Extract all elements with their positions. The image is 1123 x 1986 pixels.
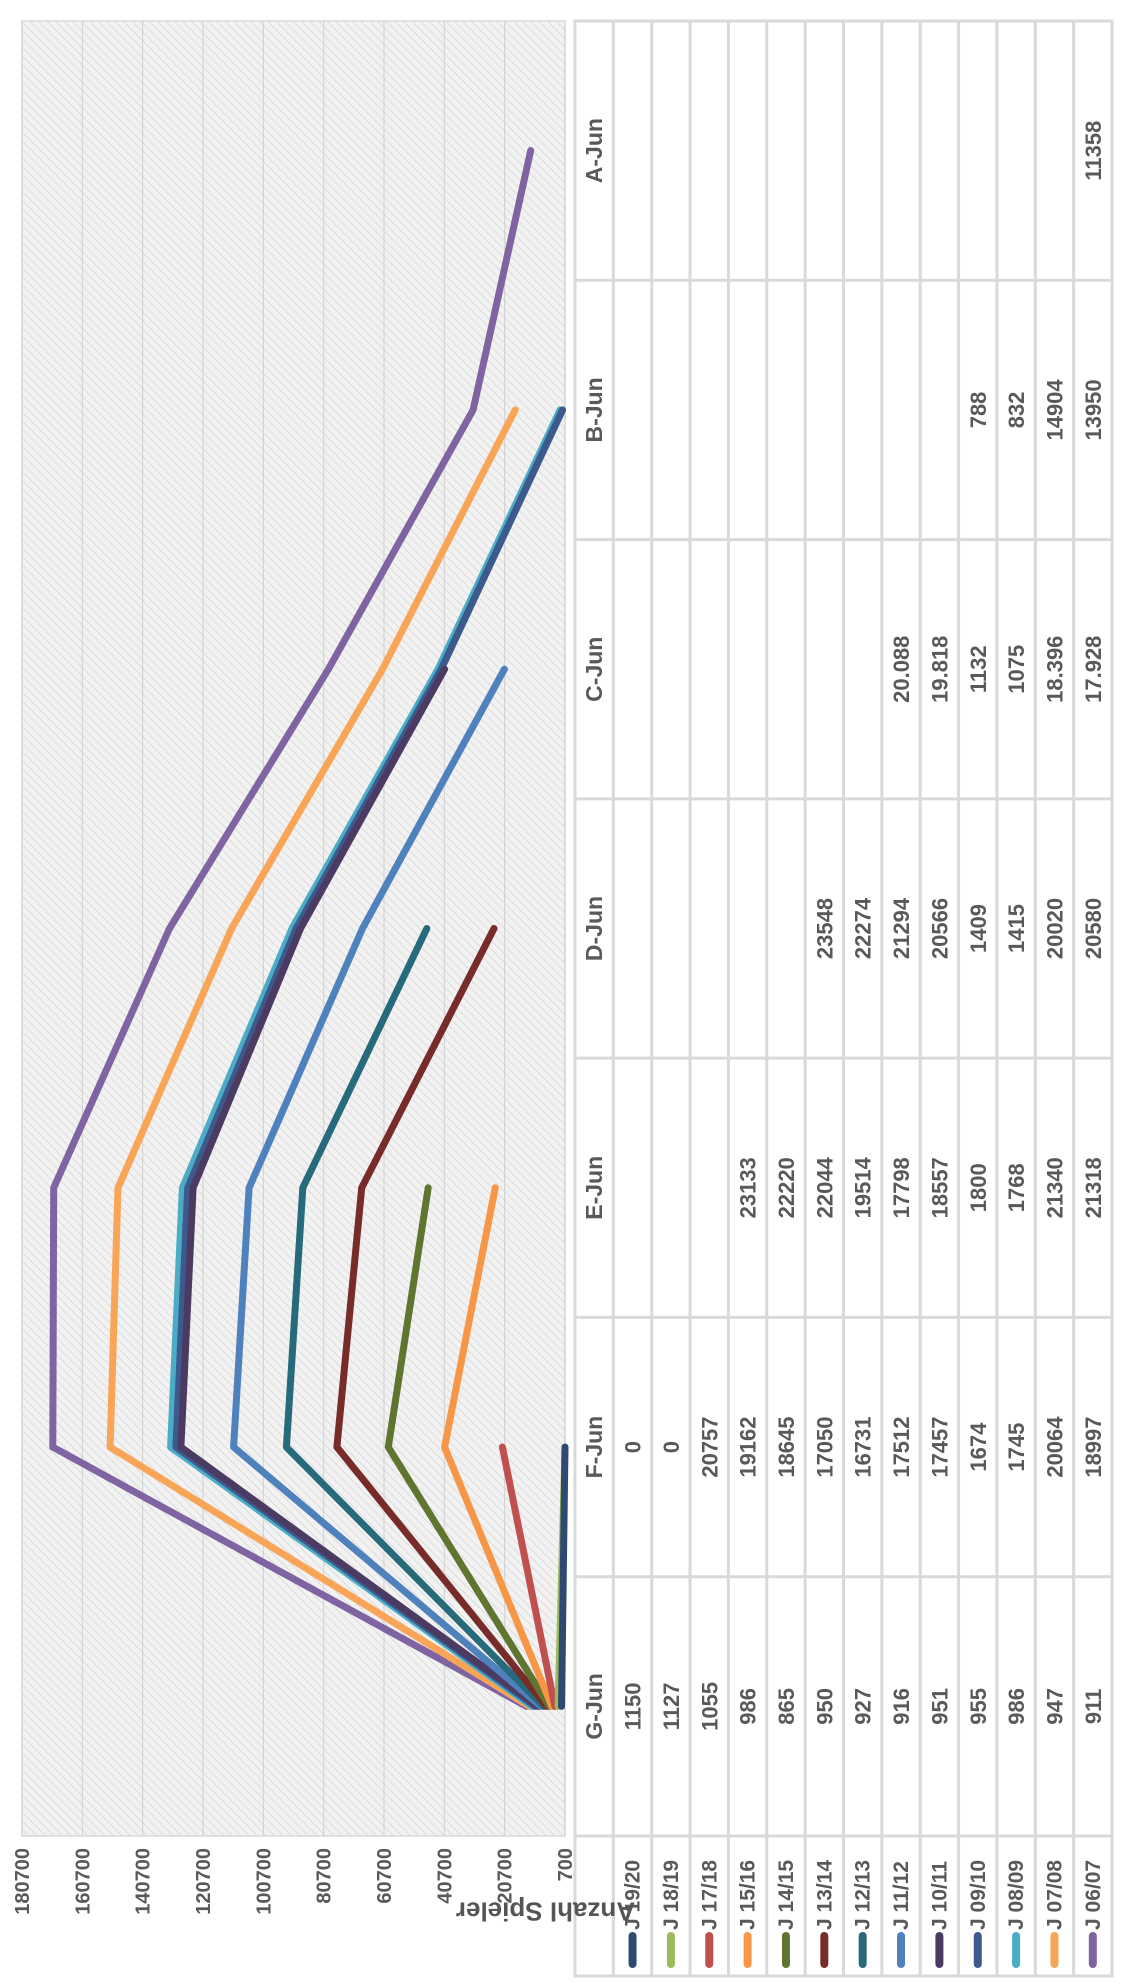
data-label: 1409 bbox=[966, 904, 991, 953]
data-label: 951 bbox=[927, 1688, 952, 1725]
series-name: J 06/07 bbox=[1082, 1860, 1105, 1930]
series-name: J 11/12 bbox=[890, 1861, 913, 1930]
data-label: 14904 bbox=[1042, 379, 1067, 441]
data-label: 20064 bbox=[1042, 1416, 1067, 1478]
series-name: J 15/16 bbox=[737, 1860, 760, 1930]
series-name: J 14/15 bbox=[775, 1860, 798, 1930]
y-tick-label: 60700 bbox=[374, 1848, 396, 1904]
data-label: 865 bbox=[774, 1688, 799, 1725]
data-label: 1132 bbox=[966, 645, 991, 693]
data-label: 986 bbox=[736, 1688, 761, 1725]
series-name: J 07/08 bbox=[1043, 1860, 1066, 1930]
y-tick-label: 140700 bbox=[133, 1848, 155, 1915]
data-label: 19162 bbox=[736, 1416, 761, 1477]
series-name: J 12/13 bbox=[852, 1860, 875, 1930]
data-label: 1415 bbox=[1004, 904, 1029, 953]
data-label: 916 bbox=[889, 1688, 914, 1725]
x-category-label: G-Jun bbox=[581, 1673, 607, 1739]
data-label: 1745 bbox=[1004, 1423, 1029, 1472]
series-name: J 08/09 bbox=[1005, 1860, 1028, 1930]
data-label: 832 bbox=[1004, 392, 1029, 429]
data-label: 22044 bbox=[812, 1156, 837, 1218]
data-label: 18.396 bbox=[1042, 636, 1067, 703]
data-label: 17798 bbox=[889, 1157, 914, 1218]
data-label: 947 bbox=[1042, 1688, 1067, 1725]
data-label: 20.088 bbox=[889, 636, 914, 703]
data-label: 23548 bbox=[812, 898, 837, 959]
data-label: 16731 bbox=[851, 1416, 876, 1477]
data-label: 20580 bbox=[1081, 898, 1106, 959]
data-label: 13950 bbox=[1081, 379, 1106, 440]
data-label: 1150 bbox=[621, 1682, 646, 1730]
data-label: 911 bbox=[1081, 1689, 1106, 1725]
data-label: 19.818 bbox=[927, 636, 952, 703]
x-category-label: F-Jun bbox=[581, 1416, 607, 1479]
y-tick-label: 80700 bbox=[314, 1848, 336, 1904]
data-label: 18557 bbox=[927, 1157, 952, 1218]
data-label: 0 bbox=[621, 1441, 646, 1453]
x-category-label: B-Jun bbox=[581, 377, 607, 442]
y-tick-label: 180700 bbox=[12, 1848, 34, 1915]
x-category-label: E-Jun bbox=[581, 1156, 607, 1220]
data-label: 1768 bbox=[1004, 1163, 1029, 1212]
y-tick-label: 100700 bbox=[253, 1848, 275, 1915]
y-axis-title: Anzahl Spieler bbox=[431, 1896, 661, 1927]
data-table: G-Jun F-Jun E-Jun D-Jun C-Jun B-Jun A-Jun J 19/… bbox=[575, 21, 1112, 1976]
data-label: 17050 bbox=[812, 1416, 837, 1477]
data-label: 20757 bbox=[697, 1416, 722, 1477]
data-label: 22274 bbox=[851, 897, 876, 959]
data-label: 788 bbox=[966, 392, 991, 429]
series-name: J 17/18 bbox=[698, 1860, 721, 1930]
data-label: 927 bbox=[851, 1688, 876, 1725]
x-category-label: D-Jun bbox=[581, 896, 607, 961]
data-label: 1674 bbox=[966, 1422, 991, 1472]
data-label: 950 bbox=[812, 1688, 837, 1725]
data-label: 17512 bbox=[889, 1416, 914, 1477]
x-category-label: C-Jun bbox=[581, 637, 607, 702]
y-tick-label: 160700 bbox=[72, 1848, 94, 1915]
data-label: 11358 bbox=[1081, 121, 1106, 181]
series-name: J 10/11 bbox=[928, 1861, 951, 1930]
data-label: 20566 bbox=[927, 898, 952, 959]
data-label: 17.928 bbox=[1081, 636, 1106, 703]
data-label: 1055 bbox=[697, 1682, 722, 1731]
data-label: 21340 bbox=[1042, 1157, 1067, 1218]
data-label: 23133 bbox=[736, 1157, 761, 1218]
data-label: 1800 bbox=[966, 1163, 991, 1212]
series-name: J 18/19 bbox=[660, 1860, 683, 1930]
data-label: 20020 bbox=[1042, 898, 1067, 959]
series-line bbox=[562, 1447, 566, 1706]
data-label: 1127 bbox=[659, 1682, 684, 1730]
data-label: 17457 bbox=[927, 1416, 952, 1477]
data-label: 18645 bbox=[774, 1416, 799, 1477]
series-name: J 09/10 bbox=[967, 1860, 990, 1930]
data-label: 986 bbox=[1004, 1688, 1029, 1725]
data-label: 21294 bbox=[889, 897, 914, 959]
series-name: J 13/14 bbox=[813, 1860, 836, 1930]
data-label: 19514 bbox=[851, 1156, 876, 1218]
y-tick-label: 120700 bbox=[193, 1848, 215, 1915]
data-label: 22220 bbox=[774, 1157, 799, 1218]
data-label: 1075 bbox=[1004, 645, 1029, 694]
data-label: 21318 bbox=[1081, 1157, 1106, 1218]
data-label: 955 bbox=[966, 1688, 991, 1725]
data-label: 0 bbox=[659, 1441, 684, 1453]
data-label: 18997 bbox=[1081, 1416, 1106, 1477]
x-category-label: A-Jun bbox=[581, 118, 607, 183]
